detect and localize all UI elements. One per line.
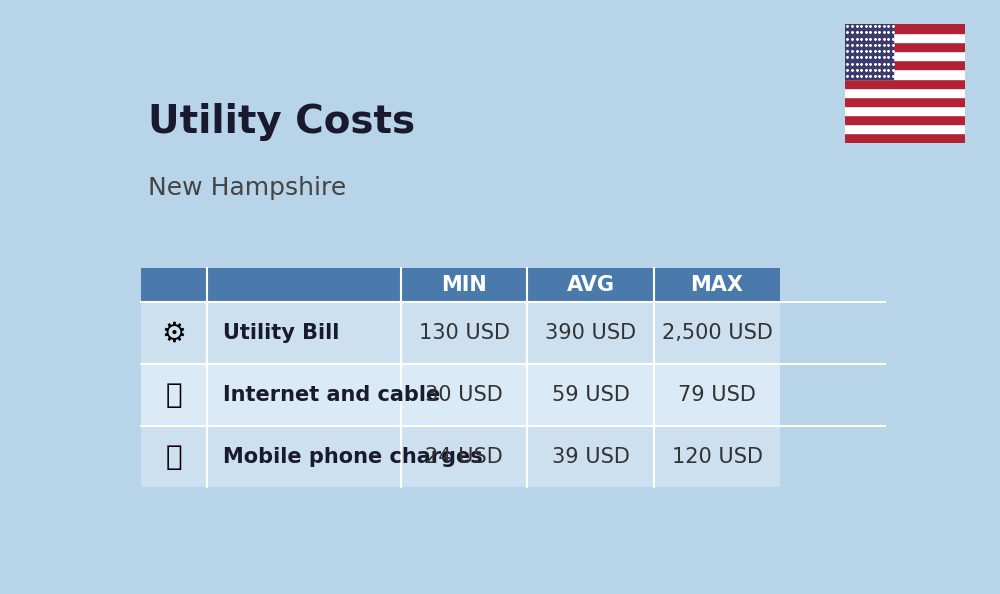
Text: 390 USD: 390 USD bbox=[545, 323, 636, 343]
Text: New Hampshire: New Hampshire bbox=[148, 176, 347, 201]
Bar bbox=[845, 78, 965, 88]
Text: 24 USD: 24 USD bbox=[425, 447, 503, 467]
FancyBboxPatch shape bbox=[527, 426, 654, 488]
FancyBboxPatch shape bbox=[654, 268, 780, 302]
Bar bbox=[845, 106, 965, 115]
Bar bbox=[845, 24, 965, 33]
Bar bbox=[845, 115, 965, 124]
Bar bbox=[845, 124, 965, 134]
Text: MAX: MAX bbox=[691, 275, 744, 295]
Text: 39 USD: 39 USD bbox=[552, 447, 630, 467]
Text: 30 USD: 30 USD bbox=[425, 385, 503, 405]
FancyBboxPatch shape bbox=[207, 268, 401, 302]
FancyBboxPatch shape bbox=[140, 302, 207, 364]
FancyBboxPatch shape bbox=[654, 426, 780, 488]
FancyBboxPatch shape bbox=[401, 302, 527, 364]
FancyBboxPatch shape bbox=[654, 302, 780, 364]
Bar bbox=[845, 134, 965, 143]
Text: MIN: MIN bbox=[441, 275, 487, 295]
FancyBboxPatch shape bbox=[140, 364, 207, 426]
Text: 📱: 📱 bbox=[166, 443, 182, 470]
FancyBboxPatch shape bbox=[401, 268, 527, 302]
FancyBboxPatch shape bbox=[140, 426, 207, 488]
Bar bbox=[845, 88, 965, 97]
FancyBboxPatch shape bbox=[527, 268, 654, 302]
Text: Mobile phone charges: Mobile phone charges bbox=[223, 447, 483, 467]
Bar bbox=[845, 33, 965, 42]
FancyBboxPatch shape bbox=[401, 426, 527, 488]
FancyBboxPatch shape bbox=[401, 364, 527, 426]
Bar bbox=[845, 69, 965, 78]
Text: 59 USD: 59 USD bbox=[552, 385, 630, 405]
Bar bbox=[845, 24, 893, 78]
Text: 130 USD: 130 USD bbox=[419, 323, 510, 343]
Bar bbox=[845, 51, 965, 61]
FancyBboxPatch shape bbox=[207, 364, 401, 426]
Text: 📶: 📶 bbox=[166, 381, 182, 409]
FancyBboxPatch shape bbox=[654, 364, 780, 426]
Text: AVG: AVG bbox=[567, 275, 615, 295]
Text: Internet and cable: Internet and cable bbox=[223, 385, 440, 405]
FancyBboxPatch shape bbox=[207, 302, 401, 364]
Bar bbox=[845, 97, 965, 106]
FancyBboxPatch shape bbox=[527, 364, 654, 426]
FancyBboxPatch shape bbox=[140, 268, 207, 302]
Text: 2,500 USD: 2,500 USD bbox=[662, 323, 773, 343]
Text: 120 USD: 120 USD bbox=[672, 447, 763, 467]
Text: Utility Bill: Utility Bill bbox=[223, 323, 339, 343]
Text: Utility Costs: Utility Costs bbox=[148, 103, 415, 141]
Text: ⚙️: ⚙️ bbox=[162, 319, 186, 347]
FancyBboxPatch shape bbox=[527, 302, 654, 364]
FancyBboxPatch shape bbox=[207, 426, 401, 488]
Bar bbox=[845, 42, 965, 51]
Bar bbox=[845, 61, 965, 69]
Text: 79 USD: 79 USD bbox=[678, 385, 756, 405]
